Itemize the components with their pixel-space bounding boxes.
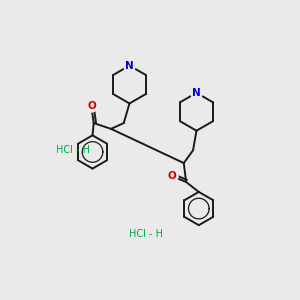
Text: HCl - H: HCl - H [56,145,90,155]
Text: O: O [168,171,177,181]
Text: O: O [87,101,96,112]
Text: HCl - H: HCl - H [130,229,164,238]
Text: N: N [192,88,201,98]
Text: N: N [125,61,134,70]
